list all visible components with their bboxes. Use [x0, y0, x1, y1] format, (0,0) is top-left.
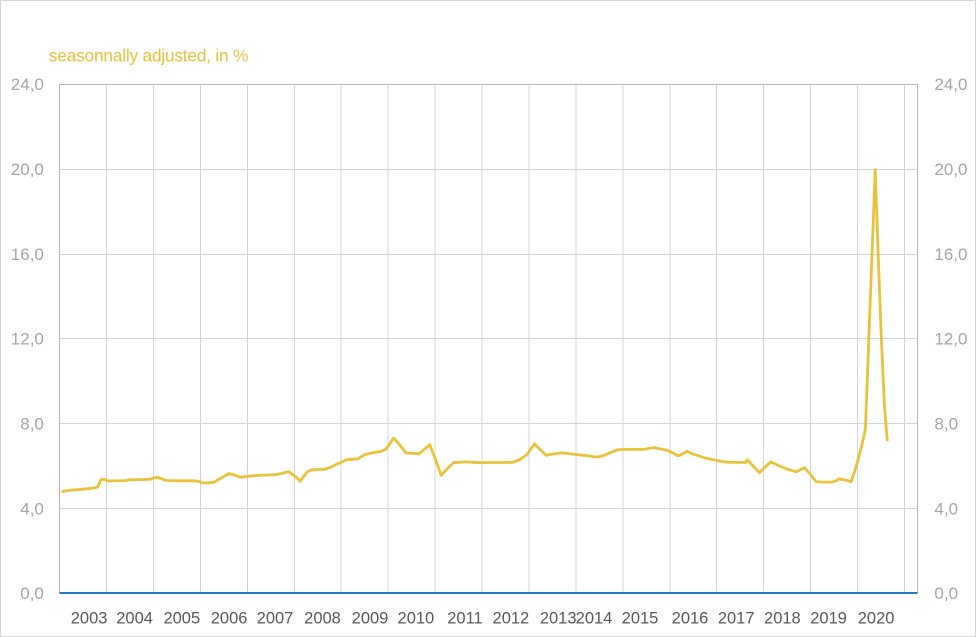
svg-text:seasonnally adjusted, in %: seasonnally adjusted, in %: [49, 46, 248, 66]
svg-text:2018: 2018: [764, 610, 801, 628]
svg-text:2010: 2010: [398, 610, 435, 628]
svg-text:2019: 2019: [810, 610, 847, 628]
svg-text:2016: 2016: [672, 610, 709, 628]
svg-text:2020: 2020: [858, 610, 895, 628]
svg-text:2012: 2012: [493, 610, 530, 628]
svg-text:2007: 2007: [257, 610, 294, 628]
svg-text:12,0: 12,0: [11, 330, 44, 349]
svg-text:24,0: 24,0: [934, 75, 967, 94]
svg-text:2011: 2011: [447, 610, 482, 628]
svg-text:2014: 2014: [576, 610, 613, 628]
svg-text:16,0: 16,0: [11, 245, 44, 264]
svg-text:2003: 2003: [71, 610, 108, 628]
svg-text:2015: 2015: [622, 610, 659, 628]
svg-text:20,0: 20,0: [11, 160, 44, 179]
svg-text:2004: 2004: [116, 610, 153, 628]
svg-text:4,0: 4,0: [20, 499, 44, 518]
svg-text:0,0: 0,0: [934, 584, 958, 603]
svg-text:24,0: 24,0: [11, 75, 44, 94]
svg-text:8,0: 8,0: [934, 415, 958, 434]
svg-text:0,0: 0,0: [20, 584, 44, 603]
svg-text:2006: 2006: [211, 610, 248, 628]
svg-text:20,0: 20,0: [934, 160, 967, 179]
svg-text:2005: 2005: [163, 610, 200, 628]
svg-text:8,0: 8,0: [20, 415, 44, 434]
svg-text:2009: 2009: [352, 610, 389, 628]
svg-text:2017: 2017: [718, 610, 755, 628]
svg-text:12,0: 12,0: [934, 330, 967, 349]
svg-text:4,0: 4,0: [934, 499, 958, 518]
svg-text:16,0: 16,0: [934, 245, 967, 264]
svg-text:2008: 2008: [304, 610, 341, 628]
svg-text:2013: 2013: [540, 610, 577, 628]
